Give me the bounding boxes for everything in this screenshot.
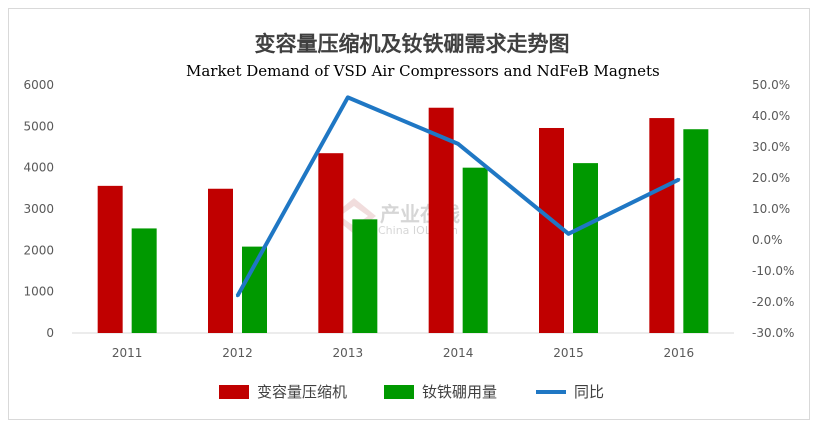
line-yoy-point bbox=[236, 294, 239, 298]
line-yoy-point bbox=[567, 232, 570, 236]
x-tick-label: 2011 bbox=[112, 346, 143, 360]
legend-swatch-yoy bbox=[536, 389, 566, 394]
bar-ndfeb bbox=[573, 163, 598, 333]
bar-ndfeb bbox=[462, 167, 488, 333]
chart-subtitle: Market Demand of VSD Air Compressors and… bbox=[186, 62, 660, 80]
y-left-tick-label: 4000 bbox=[23, 161, 54, 175]
y-right-tick-label: -30.0% bbox=[752, 326, 794, 340]
y-right-tick-label: -20.0% bbox=[752, 295, 794, 309]
bar-compressor bbox=[428, 107, 454, 333]
y-right-tick-label: 40.0% bbox=[752, 109, 790, 123]
x-tick-label: 2014 bbox=[443, 346, 474, 360]
bar-compressor bbox=[208, 188, 233, 333]
bar-ndfeb bbox=[131, 228, 157, 333]
line-yoy-point bbox=[456, 142, 460, 146]
y-right-tick-label: 30.0% bbox=[752, 140, 790, 154]
bar-ndfeb bbox=[683, 129, 709, 333]
bar-compressor bbox=[318, 153, 344, 333]
bar-ndfeb bbox=[352, 219, 378, 333]
x-tick-label: 2016 bbox=[664, 346, 695, 360]
y-right-tick-label: 20.0% bbox=[752, 171, 790, 185]
y-right-tick-label: 50.0% bbox=[752, 78, 790, 92]
bar-compressor bbox=[539, 127, 564, 333]
y-left-tick-label: 6000 bbox=[23, 78, 54, 92]
bar-compressor bbox=[97, 185, 123, 333]
y-left-tick-label: 2000 bbox=[23, 243, 54, 257]
legend-swatch-compressor bbox=[219, 384, 249, 399]
chart-frame bbox=[8, 8, 810, 420]
line-yoy-point bbox=[677, 178, 681, 182]
y-left-tick-label: 3000 bbox=[23, 202, 54, 216]
legend-item-ndfeb: 钕铁硼用量 bbox=[384, 381, 497, 402]
legend-swatch-ndfeb bbox=[384, 384, 414, 399]
x-tick-label: 2015 bbox=[553, 346, 584, 360]
legend-item-yoy: 同比 bbox=[536, 381, 604, 402]
y-right-tick-label: 10.0% bbox=[752, 202, 790, 216]
y-left-tick-label: 0 bbox=[46, 326, 54, 340]
bar-ndfeb bbox=[242, 246, 267, 333]
line-yoy bbox=[235, 95, 680, 297]
legend-label-yoy: 同比 bbox=[574, 383, 605, 401]
x-tick-label: 2012 bbox=[222, 346, 253, 360]
legend-item-compressor: 变容量压缩机 bbox=[219, 381, 347, 402]
legend-label-compressor: 变容量压缩机 bbox=[257, 383, 348, 401]
x-tick-label: 2013 bbox=[333, 346, 364, 360]
y-left-tick-label: 1000 bbox=[23, 285, 54, 299]
bar-compressor bbox=[649, 118, 675, 333]
line-yoy-point bbox=[346, 95, 350, 99]
y-left-tick-label: 5000 bbox=[23, 119, 54, 133]
y-right-tick-label: 0.0% bbox=[752, 233, 783, 247]
chart-title: 变容量压缩机及钕铁硼需求走势图 bbox=[254, 32, 570, 56]
y-right-tick-label: -10.0% bbox=[752, 264, 794, 278]
legend-label-ndfeb: 钕铁硼用量 bbox=[422, 383, 498, 401]
